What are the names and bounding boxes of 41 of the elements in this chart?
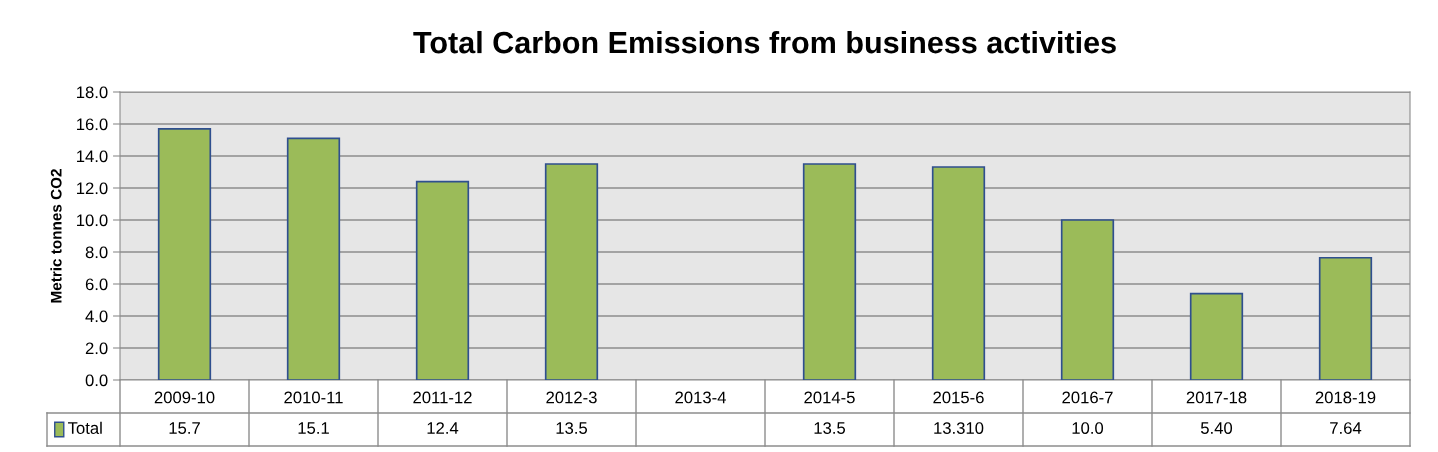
y-tick-label: 2.0 <box>85 342 108 355</box>
data-label: 7.64 <box>1330 422 1362 434</box>
bar <box>157 127 212 380</box>
x-tick-label: 2011-12 <box>413 391 472 404</box>
y-tick-label: 12.0 <box>77 182 108 195</box>
x-tick-label: 2010-11 <box>284 391 343 404</box>
y-axis-title: Metric tonnes CO2 <box>50 169 62 303</box>
x-tick-label: 2015-6 <box>933 391 984 404</box>
chart-title: Total Carbon Emissions from business activities <box>413 30 1116 54</box>
bar <box>931 166 986 380</box>
bar <box>415 180 470 380</box>
y-tick-label: 0.0 <box>85 374 108 387</box>
x-tick-label: 2016-7 <box>1062 391 1113 404</box>
x-tick-label: 2014-5 <box>804 391 855 404</box>
y-tick-label: 18.0 <box>77 86 108 99</box>
data-label: 13.310 <box>934 422 984 434</box>
y-tick-label: 10.0 <box>77 214 108 227</box>
x-tick-label: 2012-3 <box>546 391 597 404</box>
bar <box>802 163 857 380</box>
data-label: 15.7 <box>169 422 200 434</box>
y-tick-label: 14.0 <box>77 150 108 163</box>
data-label: 15.1 <box>298 422 329 434</box>
y-tick-label: 4.0 <box>85 310 108 323</box>
x-tick-label: 2017-18 <box>1186 391 1247 404</box>
y-tick-label: 16.0 <box>77 118 108 131</box>
bar <box>1060 219 1115 380</box>
x-tick-label: 2018-19 <box>1315 391 1376 404</box>
x-tick-label: 2013-4 <box>675 391 726 404</box>
bar <box>1318 256 1373 380</box>
bar <box>1189 292 1244 380</box>
bar <box>544 163 599 380</box>
bar <box>286 137 341 380</box>
legend-label: Total <box>68 421 102 434</box>
data-label: 13.5 <box>556 422 588 434</box>
y-tick-label: 8.0 <box>85 246 108 259</box>
y-tick-label: 6.0 <box>85 278 108 291</box>
data-label: 13.5 <box>814 422 846 434</box>
data-label: 12.4 <box>427 422 459 434</box>
x-tick-label: 2009-10 <box>154 391 215 404</box>
data-label: 10.0 <box>1072 422 1104 434</box>
data-label: 5.40 <box>1200 422 1233 434</box>
